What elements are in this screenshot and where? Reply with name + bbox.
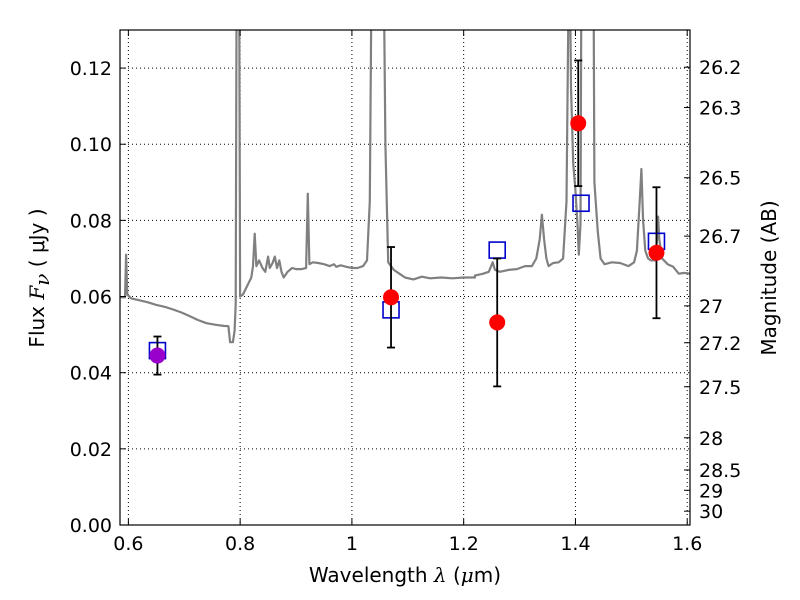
y2-tick-label: 26.2: [699, 57, 741, 79]
y2-tick-label: 30: [699, 501, 723, 523]
y-axis-title: Flux Fν ( μJy ): [25, 208, 54, 347]
y-axis-title-symbol: F: [25, 285, 49, 301]
observed-flux-point: [489, 314, 506, 331]
x-tick-label: 0.8: [225, 533, 255, 555]
y-tick-label: 0.00: [70, 515, 112, 537]
y-tick-label: 0.02: [70, 439, 112, 461]
y-axis-title-subscript: ν: [30, 274, 54, 286]
x-axis-title-mu: μ: [461, 563, 474, 587]
series-group: [120, 30, 690, 388]
plot-area: [120, 30, 690, 388]
x-tick-label: 1: [346, 533, 358, 555]
x-tick-label: 1.6: [672, 533, 702, 555]
y-tick-label: 0.06: [70, 287, 112, 309]
x-axis-title: Wavelength λ (μm): [309, 563, 501, 587]
y2-axis-title: Magnitude (AB): [757, 200, 781, 355]
observed-flux-point: [570, 115, 587, 132]
y2-tick-label: 27: [699, 296, 723, 318]
y-tick-label: 0.12: [70, 58, 112, 80]
x-tick-label: 1.4: [560, 533, 590, 555]
model-photometry-square: [488, 241, 507, 259]
y2-tick-label: 26.5: [699, 168, 741, 190]
y-tick-label: 0.10: [70, 134, 112, 156]
plot-frame: [119, 29, 691, 526]
y-axis-title-text: Flux: [25, 300, 49, 348]
y2-tick-label: 27.5: [699, 377, 741, 399]
y-tick-label: 0.04: [70, 363, 112, 385]
y2-tick-label: 26.3: [699, 97, 741, 119]
y-axis-ticks: 0.00 0.02 0.04 0.06 0.08 0.10 0.12: [70, 58, 126, 537]
y2-tick-label: 29: [699, 480, 723, 502]
x-axis-ticks: 0.6 0.8 1 1.2 1.4 1.6: [113, 30, 702, 555]
observed-flux-point: [383, 289, 400, 306]
x-tick-label: 0.6: [113, 533, 143, 555]
x-axis-title-text: Wavelength: [309, 563, 434, 587]
x-axis-title-symbol: λ: [433, 563, 447, 587]
y-axis-title-unit: ( μJy ): [25, 208, 49, 273]
y-tick-label: 0.08: [70, 210, 112, 232]
model-photometry-square: [572, 194, 590, 213]
y2-tick-label: 28: [699, 428, 723, 450]
x-axis-title-paren: (: [447, 563, 461, 587]
observed-flux-point: [648, 244, 665, 261]
spectrum-line: [120, 30, 690, 344]
x-tick-label: 1.2: [449, 533, 479, 555]
y2-tick-label: 27.2: [699, 333, 741, 355]
y2-tick-label: 26.7: [699, 226, 741, 248]
y2-tick-label: 28.5: [699, 460, 741, 482]
observed-flux-point: [149, 347, 166, 364]
x-axis-title-unit: m): [474, 563, 501, 587]
